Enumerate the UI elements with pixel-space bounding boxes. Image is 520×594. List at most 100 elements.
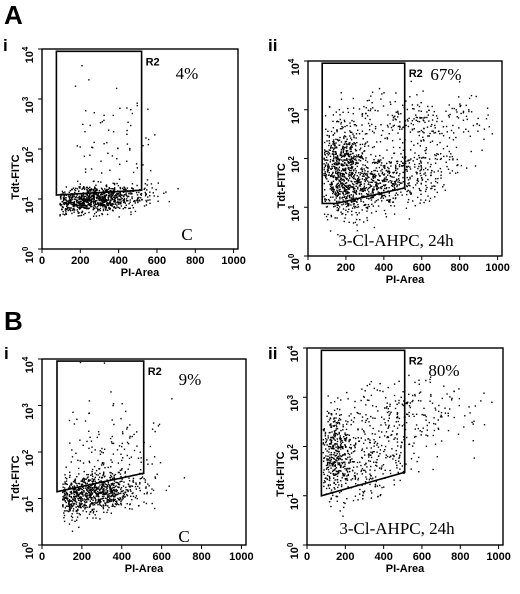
data-point bbox=[370, 465, 372, 468]
data-point bbox=[104, 197, 106, 199]
data-point bbox=[458, 127, 460, 129]
data-point bbox=[412, 108, 414, 110]
data-point bbox=[68, 487, 70, 489]
data-point bbox=[328, 172, 330, 174]
data-point bbox=[417, 196, 419, 199]
data-point bbox=[88, 198, 91, 200]
data-point bbox=[381, 185, 383, 188]
data-point bbox=[117, 497, 119, 500]
data-point bbox=[335, 159, 338, 162]
data-point bbox=[78, 212, 80, 214]
data-point bbox=[355, 189, 357, 192]
data-point bbox=[436, 158, 438, 161]
data-point bbox=[84, 420, 87, 422]
data-point bbox=[136, 167, 138, 169]
data-point bbox=[72, 502, 74, 505]
data-point bbox=[388, 133, 390, 135]
data-point bbox=[332, 190, 334, 192]
data-point bbox=[103, 492, 105, 495]
data-point bbox=[354, 168, 356, 170]
data-point bbox=[333, 409, 336, 412]
data-point bbox=[79, 186, 81, 188]
data-point bbox=[326, 461, 329, 463]
data-point bbox=[171, 398, 173, 400]
data-point bbox=[99, 196, 101, 198]
data-point bbox=[86, 197, 88, 199]
data-point bbox=[328, 419, 331, 421]
data-point bbox=[375, 185, 377, 187]
data-point bbox=[410, 122, 412, 125]
data-point bbox=[118, 482, 120, 484]
data-point bbox=[379, 161, 381, 163]
data-point bbox=[68, 202, 70, 204]
data-point bbox=[87, 487, 89, 489]
data-point bbox=[83, 504, 85, 506]
data-point bbox=[351, 146, 353, 148]
data-point bbox=[111, 494, 113, 497]
data-point bbox=[383, 450, 385, 453]
data-point bbox=[407, 198, 410, 201]
data-point bbox=[102, 507, 105, 510]
data-point bbox=[101, 188, 103, 190]
data-point bbox=[143, 501, 145, 503]
data-point bbox=[388, 440, 390, 442]
data-point bbox=[335, 186, 338, 189]
data-point bbox=[90, 205, 92, 207]
data-point bbox=[348, 195, 351, 197]
data-point bbox=[69, 494, 71, 496]
data-point bbox=[368, 399, 370, 402]
data-point bbox=[325, 468, 328, 470]
data-point bbox=[150, 183, 153, 185]
data-point bbox=[90, 440, 93, 442]
data-point bbox=[435, 162, 437, 164]
data-point bbox=[106, 491, 109, 493]
data-point bbox=[62, 192, 64, 194]
data-point bbox=[391, 129, 394, 131]
data-point bbox=[116, 500, 118, 502]
data-point bbox=[101, 203, 103, 205]
data-point bbox=[114, 498, 116, 501]
data-point bbox=[342, 126, 344, 129]
data-point bbox=[142, 145, 144, 147]
data-point bbox=[459, 103, 461, 105]
data-point bbox=[131, 183, 134, 185]
y-tick-label: 101 bbox=[21, 496, 36, 513]
data-point bbox=[92, 195, 94, 197]
data-point bbox=[333, 147, 335, 149]
data-point bbox=[441, 416, 443, 418]
data-point bbox=[477, 117, 479, 120]
sub-letter-b-ii: ii bbox=[268, 344, 277, 363]
data-point bbox=[349, 164, 351, 166]
data-point bbox=[327, 174, 330, 176]
data-point bbox=[333, 457, 335, 459]
data-point bbox=[424, 172, 426, 174]
data-point bbox=[418, 392, 421, 394]
data-point bbox=[423, 127, 425, 130]
data-point bbox=[117, 185, 120, 187]
data-point bbox=[81, 199, 84, 201]
data-point bbox=[333, 203, 335, 205]
data-point bbox=[451, 107, 453, 110]
data-point bbox=[95, 488, 98, 490]
data-point bbox=[149, 202, 151, 204]
data-point bbox=[442, 148, 445, 150]
data-point bbox=[61, 204, 63, 206]
data-point bbox=[396, 179, 398, 181]
data-point bbox=[333, 141, 335, 143]
data-point bbox=[85, 487, 87, 489]
data-point bbox=[346, 147, 348, 149]
data-point bbox=[345, 482, 347, 484]
data-point bbox=[90, 198, 92, 201]
data-point bbox=[83, 479, 85, 482]
data-point bbox=[109, 484, 111, 486]
data-point bbox=[332, 421, 335, 423]
data-point bbox=[120, 504, 122, 506]
data-point bbox=[344, 176, 346, 178]
data-point bbox=[106, 141, 108, 144]
data-point bbox=[356, 178, 359, 180]
data-point bbox=[384, 137, 386, 140]
data-point bbox=[101, 491, 104, 493]
data-point bbox=[103, 204, 106, 206]
data-point bbox=[92, 475, 94, 478]
data-point bbox=[131, 187, 133, 189]
